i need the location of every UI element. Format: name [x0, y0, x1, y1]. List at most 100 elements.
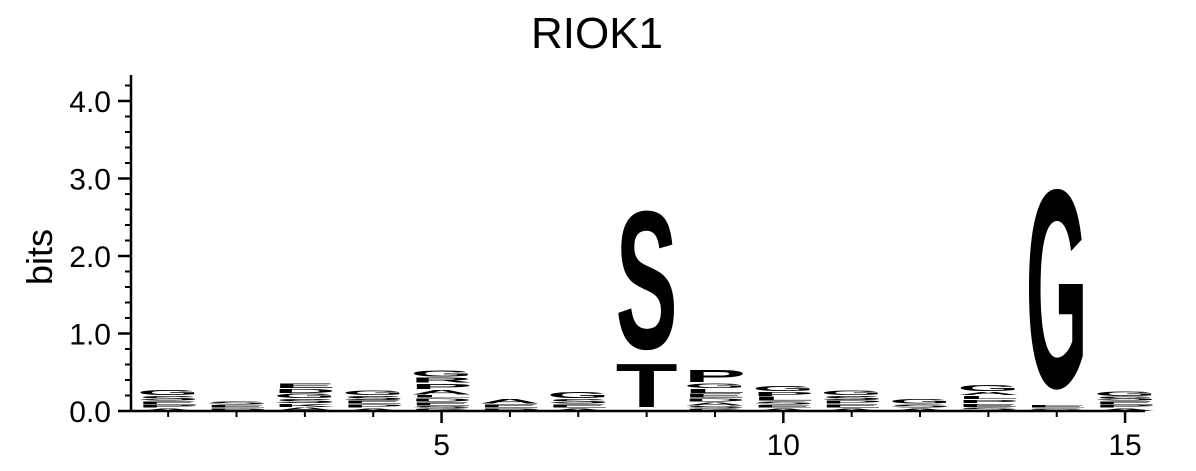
- logo-letter-S: S: [206, 400, 268, 405]
- logo-letter-P: P: [137, 404, 199, 408]
- logo-letter-A: A: [274, 406, 336, 411]
- logo-letter-E: E: [479, 403, 541, 408]
- logo-letter-E: E: [1026, 404, 1088, 408]
- logo-letter-S: S: [889, 403, 951, 408]
- logo-letter-A: A: [752, 407, 814, 411]
- logo-letter-A: A: [1094, 407, 1156, 411]
- logo-letter-E: E: [137, 400, 199, 405]
- y-tick-label: 0.0: [69, 396, 111, 429]
- logo-letter-G: G: [342, 389, 404, 396]
- logo-letter-E: E: [684, 392, 746, 398]
- stack-position-14: SEG: [1026, 131, 1088, 448]
- logo-letter-L: L: [684, 388, 746, 394]
- logo-letter-S: S: [1026, 407, 1088, 411]
- logo-letter-G: G: [684, 382, 746, 389]
- logo-letter-T: T: [616, 351, 678, 421]
- logo-letter-E: E: [1094, 400, 1156, 405]
- logo-letter-K: K: [274, 402, 336, 407]
- logo-letter-P: P: [479, 407, 541, 411]
- logo-letter-S: S: [1094, 395, 1156, 401]
- logo-letter-A: A: [821, 407, 883, 411]
- y-axis-label: bits: [19, 229, 60, 285]
- logo-letter-S: S: [616, 170, 678, 390]
- y-tick-label: 2.0: [69, 241, 111, 274]
- logo-letter-G: G: [1026, 131, 1088, 448]
- logo-letter-A: A: [137, 407, 199, 411]
- x-tick-label: 5: [433, 429, 450, 462]
- logo-letter-G: G: [547, 390, 609, 400]
- logo-letter-P: P: [411, 382, 473, 391]
- logo-letter-G: G: [889, 398, 951, 405]
- logo-letter-S: S: [137, 394, 199, 402]
- logo-letter-A: A: [547, 407, 609, 411]
- logo-letter-S: S: [957, 406, 1019, 411]
- logo-letter-D: D: [684, 397, 746, 402]
- logo-letter-P: P: [821, 399, 883, 404]
- logo-letter-E: E: [752, 404, 814, 408]
- logo-letter-E: E: [547, 403, 609, 408]
- logo-letter-S: S: [752, 400, 814, 405]
- logo-letter-P: P: [342, 403, 404, 408]
- logo-letter-G: G: [821, 389, 883, 396]
- chart-title: RIOK1: [531, 9, 663, 58]
- logo-letter-P: P: [684, 366, 746, 385]
- logo-letter-L: L: [752, 395, 814, 401]
- logo-letter-G: G: [137, 388, 199, 397]
- logo-letter-R: R: [411, 376, 473, 385]
- logo-letter-E: E: [274, 382, 336, 390]
- stack-position-6: PEA: [479, 398, 541, 412]
- logo-letter-E: E: [342, 399, 404, 404]
- logo-letter-E: E: [957, 402, 1019, 407]
- logo-letter-G: G: [274, 392, 336, 399]
- axes: 0.0 1.0 2.0 3.0 4.0 5 10 15: [69, 75, 1145, 462]
- logo-letter-G: G: [411, 369, 473, 379]
- logo-letter-S: S: [547, 397, 609, 405]
- y-tick-label: 4.0: [69, 86, 111, 119]
- logo-letter-S: S: [342, 395, 404, 401]
- logo-letter-L: L: [411, 394, 473, 398]
- stack-position-2: PES: [206, 400, 268, 411]
- y-tick-label: 3.0: [69, 164, 111, 197]
- logo-letter-P: P: [752, 391, 814, 397]
- logo-letter-A: A: [411, 388, 473, 396]
- logo-letter-E: E: [821, 403, 883, 408]
- logo-letter-G: G: [1094, 390, 1156, 397]
- logo-letter-D: D: [411, 397, 473, 402]
- logo-letter-A: A: [342, 407, 404, 411]
- logo-letter-G: G: [957, 383, 1019, 393]
- logo-letter-K: K: [411, 408, 473, 411]
- logo-letter-A: A: [479, 398, 541, 406]
- logo-letter-K: K: [684, 408, 746, 411]
- x-tick-label: 10: [767, 429, 800, 462]
- stack-position-12: ASG: [889, 398, 951, 412]
- logo-letter-S: S: [821, 395, 883, 401]
- logo-letter-A: A: [889, 407, 951, 411]
- logo-letter-S: S: [684, 405, 746, 409]
- stack-position-8: TS: [616, 170, 678, 420]
- logo-letter-A: A: [957, 391, 1019, 396]
- y-tick-label: 1.0: [69, 319, 111, 352]
- x-tick-label: 15: [1108, 429, 1141, 462]
- logo-letter-A: A: [684, 401, 746, 406]
- logo-letter-P: P: [206, 407, 268, 411]
- logo-letter-P: P: [1094, 404, 1156, 408]
- logo-letter-P: P: [957, 399, 1019, 404]
- logo-letter-E: E: [411, 401, 473, 406]
- logo-letter-G: G: [752, 384, 814, 393]
- logo-letter-S: S: [411, 405, 473, 409]
- logo-letter-L: L: [957, 395, 1019, 400]
- logo-letter-E: E: [206, 404, 268, 408]
- logo-letter-D: D: [274, 388, 336, 394]
